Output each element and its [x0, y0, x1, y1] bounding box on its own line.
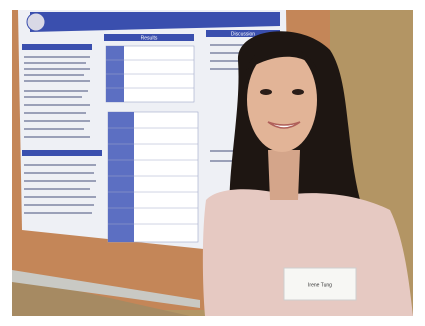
bangs: [246, 45, 318, 70]
blouse: [202, 189, 413, 316]
poster-title-band: [30, 12, 280, 32]
smile: [267, 121, 301, 129]
eye: [260, 89, 272, 95]
heading: Discussion: [231, 31, 255, 37]
rail: [12, 270, 200, 308]
section-bar: [22, 44, 92, 50]
logo: [26, 12, 46, 32]
section-bar: [104, 34, 194, 41]
name-badge: [283, 267, 357, 301]
section-bar: [206, 30, 280, 37]
heading: Results: [141, 35, 158, 41]
badge-name: Irene Tung: [308, 282, 332, 288]
section-bar: [22, 150, 102, 156]
results-table: [105, 45, 199, 243]
eye: [292, 89, 304, 95]
neck: [268, 150, 300, 200]
face: [247, 48, 317, 152]
